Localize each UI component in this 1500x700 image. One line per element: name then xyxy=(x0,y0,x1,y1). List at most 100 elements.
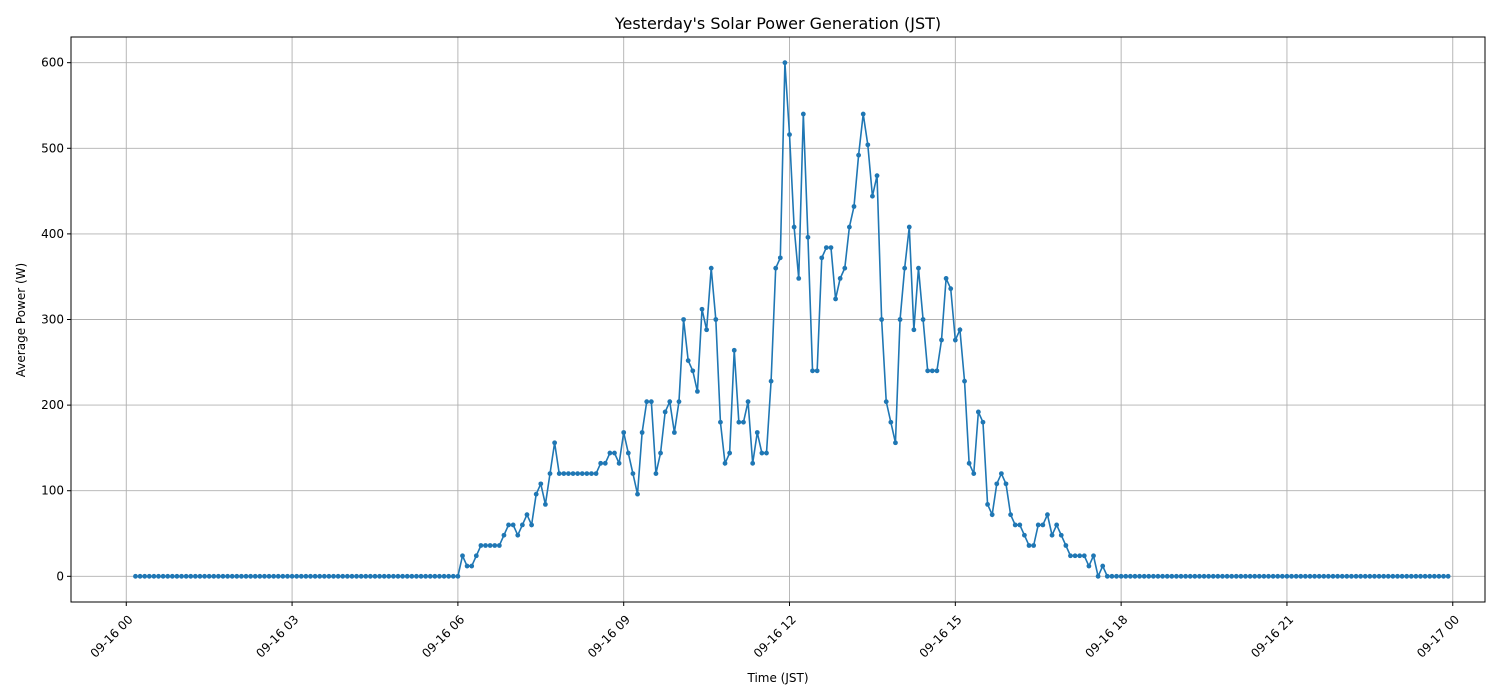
y-tick-label: 600 xyxy=(41,56,64,70)
data-point xyxy=(1413,573,1419,579)
data-point xyxy=(658,450,663,456)
data-point xyxy=(280,573,286,579)
data-point xyxy=(492,543,498,548)
data-point xyxy=(1017,522,1023,528)
data-point xyxy=(814,368,820,374)
data-point xyxy=(1252,573,1258,579)
data-point xyxy=(1279,573,1285,579)
data-point xyxy=(1372,573,1377,579)
data-point xyxy=(215,573,221,579)
data-point xyxy=(639,430,645,435)
data-point xyxy=(667,399,673,405)
data-point xyxy=(220,573,226,579)
data-point xyxy=(962,378,967,384)
data-point xyxy=(1035,522,1041,528)
data-point xyxy=(764,450,769,456)
data-point xyxy=(791,224,797,230)
data-point xyxy=(478,543,484,548)
data-point xyxy=(395,573,401,579)
y-tick-label: 500 xyxy=(41,141,64,155)
data-point xyxy=(579,471,585,476)
data-point xyxy=(980,419,986,425)
data-point xyxy=(888,419,894,425)
data-point xyxy=(234,573,240,579)
data-point xyxy=(1321,573,1327,579)
data-point xyxy=(460,553,465,559)
data-point xyxy=(271,573,277,579)
data-point xyxy=(1349,573,1354,579)
data-point xyxy=(856,152,861,158)
chart-title: Yesterday's Solar Power Generation (JST) xyxy=(614,14,941,33)
data-point xyxy=(1123,573,1129,579)
data-point xyxy=(1072,553,1078,559)
data-point xyxy=(437,573,442,579)
data-point xyxy=(1256,573,1262,579)
data-point xyxy=(893,440,898,446)
data-point xyxy=(833,296,838,302)
data-point xyxy=(367,573,373,579)
data-point xyxy=(1376,573,1382,579)
data-point xyxy=(644,399,650,405)
data-point xyxy=(1367,573,1373,579)
data-point xyxy=(1146,573,1152,579)
y-axis-title: Average Power (W) xyxy=(14,263,28,377)
data-point xyxy=(1081,553,1087,559)
data-point xyxy=(653,471,659,476)
data-point xyxy=(994,481,1000,487)
data-point xyxy=(906,224,912,230)
data-point xyxy=(593,471,599,476)
data-point xyxy=(1160,573,1165,579)
data-point xyxy=(1358,573,1364,579)
data-point xyxy=(1040,522,1046,528)
data-point xyxy=(1399,573,1405,579)
data-point xyxy=(146,573,152,579)
data-point xyxy=(372,573,378,579)
data-point xyxy=(1109,573,1115,579)
data-point xyxy=(1270,573,1276,579)
data-point xyxy=(635,491,640,497)
data-point xyxy=(160,573,166,579)
data-point xyxy=(966,460,972,466)
data-point xyxy=(1312,573,1317,579)
data-point xyxy=(1298,573,1304,579)
y-tick-label: 400 xyxy=(41,227,64,241)
data-point xyxy=(506,522,511,528)
data-point xyxy=(446,573,452,579)
data-point xyxy=(1339,573,1345,579)
data-point xyxy=(570,471,576,476)
data-point xyxy=(1118,573,1124,579)
data-point xyxy=(1266,573,1271,579)
data-point xyxy=(303,573,309,579)
data-point xyxy=(1210,573,1216,579)
data-point xyxy=(685,358,691,363)
data-point xyxy=(704,327,710,333)
data-point xyxy=(1307,573,1313,579)
data-point xyxy=(400,573,406,579)
data-point xyxy=(1224,573,1230,579)
data-point xyxy=(1238,573,1244,579)
data-point xyxy=(133,573,138,579)
data-point xyxy=(823,245,829,250)
data-point xyxy=(1178,573,1184,579)
data-point xyxy=(156,573,161,579)
data-point xyxy=(1100,563,1106,569)
data-point xyxy=(1243,573,1248,579)
data-point xyxy=(879,317,885,322)
data-point xyxy=(1086,563,1092,569)
y-tick-label: 300 xyxy=(41,313,64,327)
data-point xyxy=(929,368,935,374)
data-point xyxy=(515,532,521,538)
grid-lines xyxy=(71,37,1485,602)
data-point xyxy=(566,471,571,476)
data-point xyxy=(308,573,313,579)
data-point xyxy=(870,193,875,199)
data-point xyxy=(699,306,705,312)
data-point xyxy=(1197,573,1202,579)
data-point xyxy=(584,471,590,476)
data-point xyxy=(989,512,995,518)
data-point xyxy=(971,471,977,476)
data-point xyxy=(1353,573,1359,579)
data-point xyxy=(349,573,355,579)
x-tick-label: 09-16 00 xyxy=(88,612,136,660)
